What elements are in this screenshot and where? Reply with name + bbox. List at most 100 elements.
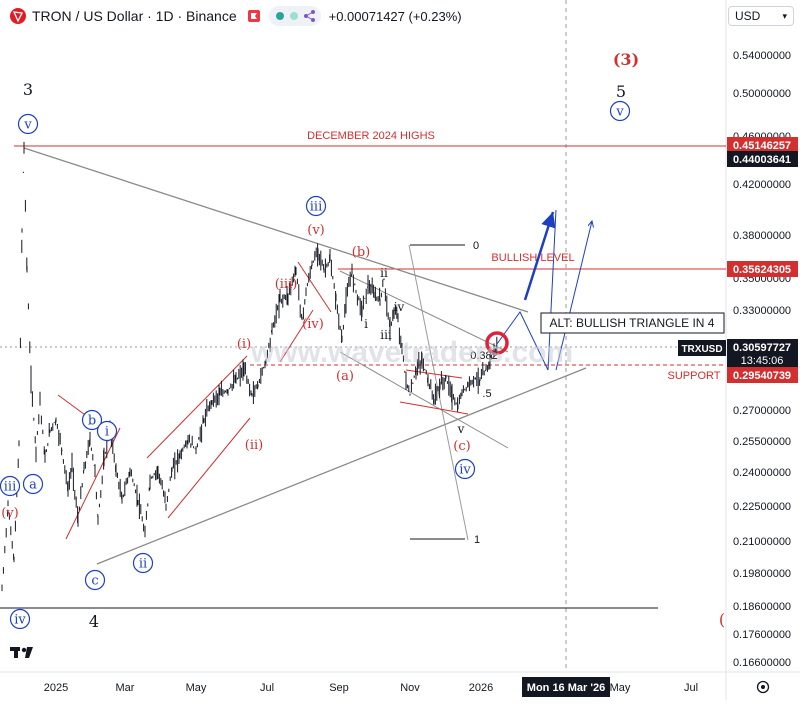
svg-text:b: b [88, 414, 96, 429]
price-tick-label: 0.16600000 [733, 657, 791, 669]
projection-path-hollow [496, 209, 557, 371]
wave-label: 3 [23, 80, 33, 99]
price-tick-label: 0.38000000 [733, 230, 791, 242]
currency-selector[interactable]: USD ▾ [728, 6, 794, 26]
projection-arrow-alt [555, 221, 592, 371]
triangle-upper-trendline [23, 147, 529, 313]
price-tick-label: 0.33000000 [733, 305, 791, 317]
bullish-level-label: BULLISH LEVEL [491, 252, 574, 264]
wave-label: a [22, 473, 44, 495]
svg-text:(v): (v) [1, 506, 19, 521]
wave-label: ii [132, 552, 154, 574]
time-tick-label: Jul [260, 682, 274, 694]
alt-label-box [540, 312, 725, 334]
wave-label: v [609, 100, 631, 122]
dot-green-icon [275, 12, 284, 20]
channel-lower-line [339, 351, 509, 449]
svg-text:(3): (3) [613, 50, 639, 69]
wave-label: b [81, 409, 103, 431]
wave-label: c [84, 569, 106, 591]
tron-logo-icon [10, 8, 26, 24]
price-tick-label: 0.42000000 [733, 179, 791, 191]
svg-text:iii: iii [310, 200, 322, 215]
wave-label: (b) [352, 245, 370, 260]
price-tick-label: 0.54000000 [733, 50, 791, 62]
wave-label: iii [380, 328, 392, 342]
wave-label: i [364, 317, 368, 331]
svg-text:4: 4 [89, 612, 99, 631]
wave-label: iii [305, 195, 327, 217]
fib-0382-label: 0.382 [470, 350, 498, 362]
wave-label: (iv) [302, 317, 324, 332]
time-tick-label: 2026 [469, 682, 493, 694]
svg-text:v: v [615, 105, 624, 120]
svg-text:v: v [457, 422, 465, 436]
wave-label: (3) [613, 50, 639, 69]
price-axis-labels: 0.45146257 0.44003641 0.35624305 TRXUSD … [678, 137, 798, 383]
current-price-label: 0.30597727 [733, 342, 791, 354]
time-tick-label: May [186, 682, 207, 694]
indicator-pill[interactable] [268, 6, 321, 26]
wave-label: iv [454, 458, 476, 480]
support-label: SUPPORT [668, 370, 721, 382]
time-tick-label: Nov [400, 682, 420, 694]
fib-zero-label: 0 [473, 240, 479, 252]
price-tick-label: 0.27000000 [733, 405, 791, 417]
december-highs-label: DECEMBER 2024 HIGHS [307, 130, 435, 142]
current-price-highlight [485, 331, 509, 355]
fib-one-label: 1 [474, 534, 480, 546]
price-tick-label: 0.25500000 [733, 436, 791, 448]
triangle-lower-trendline [96, 367, 587, 565]
flag-icon[interactable] [247, 9, 261, 23]
wave-label: 4 [89, 612, 99, 631]
crosshair-date-label: Mon 16 Mar '26 [527, 682, 605, 694]
wave-label: ( [719, 610, 725, 629]
svg-text:(a): (a) [336, 369, 354, 384]
price-tick-label: 0.21000000 [733, 536, 791, 548]
svg-text:(b): (b) [352, 245, 370, 260]
symbol-title[interactable]: TRON / US Dollar · 1D · Binance [32, 8, 237, 24]
svg-text:iv: iv [14, 613, 26, 628]
svg-text:v: v [23, 118, 32, 133]
svg-text:(i): (i) [237, 337, 251, 352]
svg-text:iii: iii [380, 328, 392, 342]
price-candles [1, 141, 498, 592]
time-tick-label: 2025 [44, 682, 68, 694]
wave-label: (v) [1, 506, 19, 521]
crosshair-date-box [522, 677, 610, 697]
price-tick-label: 0.19800000 [733, 568, 791, 580]
price-axis-ticks: 0.540000000.500000000.460000000.42000000… [733, 50, 791, 669]
wave-label: (ii) [245, 438, 263, 453]
price-change: +0.00071427 (+0.23%) [328, 8, 462, 24]
chevron-down-icon: ▾ [782, 10, 787, 21]
svg-text:(: ( [719, 610, 725, 629]
plot-background [0, 0, 726, 672]
price-tick-label: 0.18600000 [733, 601, 791, 613]
svg-text:3: 3 [23, 80, 33, 99]
time-tick-label: Mar [116, 682, 135, 694]
wave-label: iv [394, 300, 405, 314]
svg-text:iii: iii [4, 480, 16, 495]
svg-text:(iv): (iv) [302, 317, 324, 332]
svg-text:iv: iv [394, 300, 405, 314]
time-tick-label: May [610, 682, 631, 694]
countdown-label: 13:45:06 [741, 355, 784, 367]
gear-icon[interactable] [756, 680, 770, 694]
wave-label: (iii) [275, 277, 298, 292]
svg-text:ii: ii [139, 557, 147, 572]
fib-05-label: .5 [482, 388, 491, 400]
wave-label: v [17, 113, 39, 135]
share-icon [303, 10, 315, 22]
wave-label: (c) [453, 439, 470, 454]
time-axis-ticks: 2025 Mar May Jul Sep Nov 2026 May Jul [44, 682, 698, 694]
wave-label: (v) [307, 223, 325, 238]
dot-teal-icon [289, 12, 298, 20]
svg-text:(c): (c) [453, 439, 470, 454]
tradingview-logo-icon [10, 647, 33, 658]
price-label-december-high: 0.45146257 [733, 140, 791, 152]
wave-label: iii [0, 475, 21, 497]
wave-label: iv [9, 608, 31, 630]
svg-text:ii: ii [380, 266, 388, 280]
